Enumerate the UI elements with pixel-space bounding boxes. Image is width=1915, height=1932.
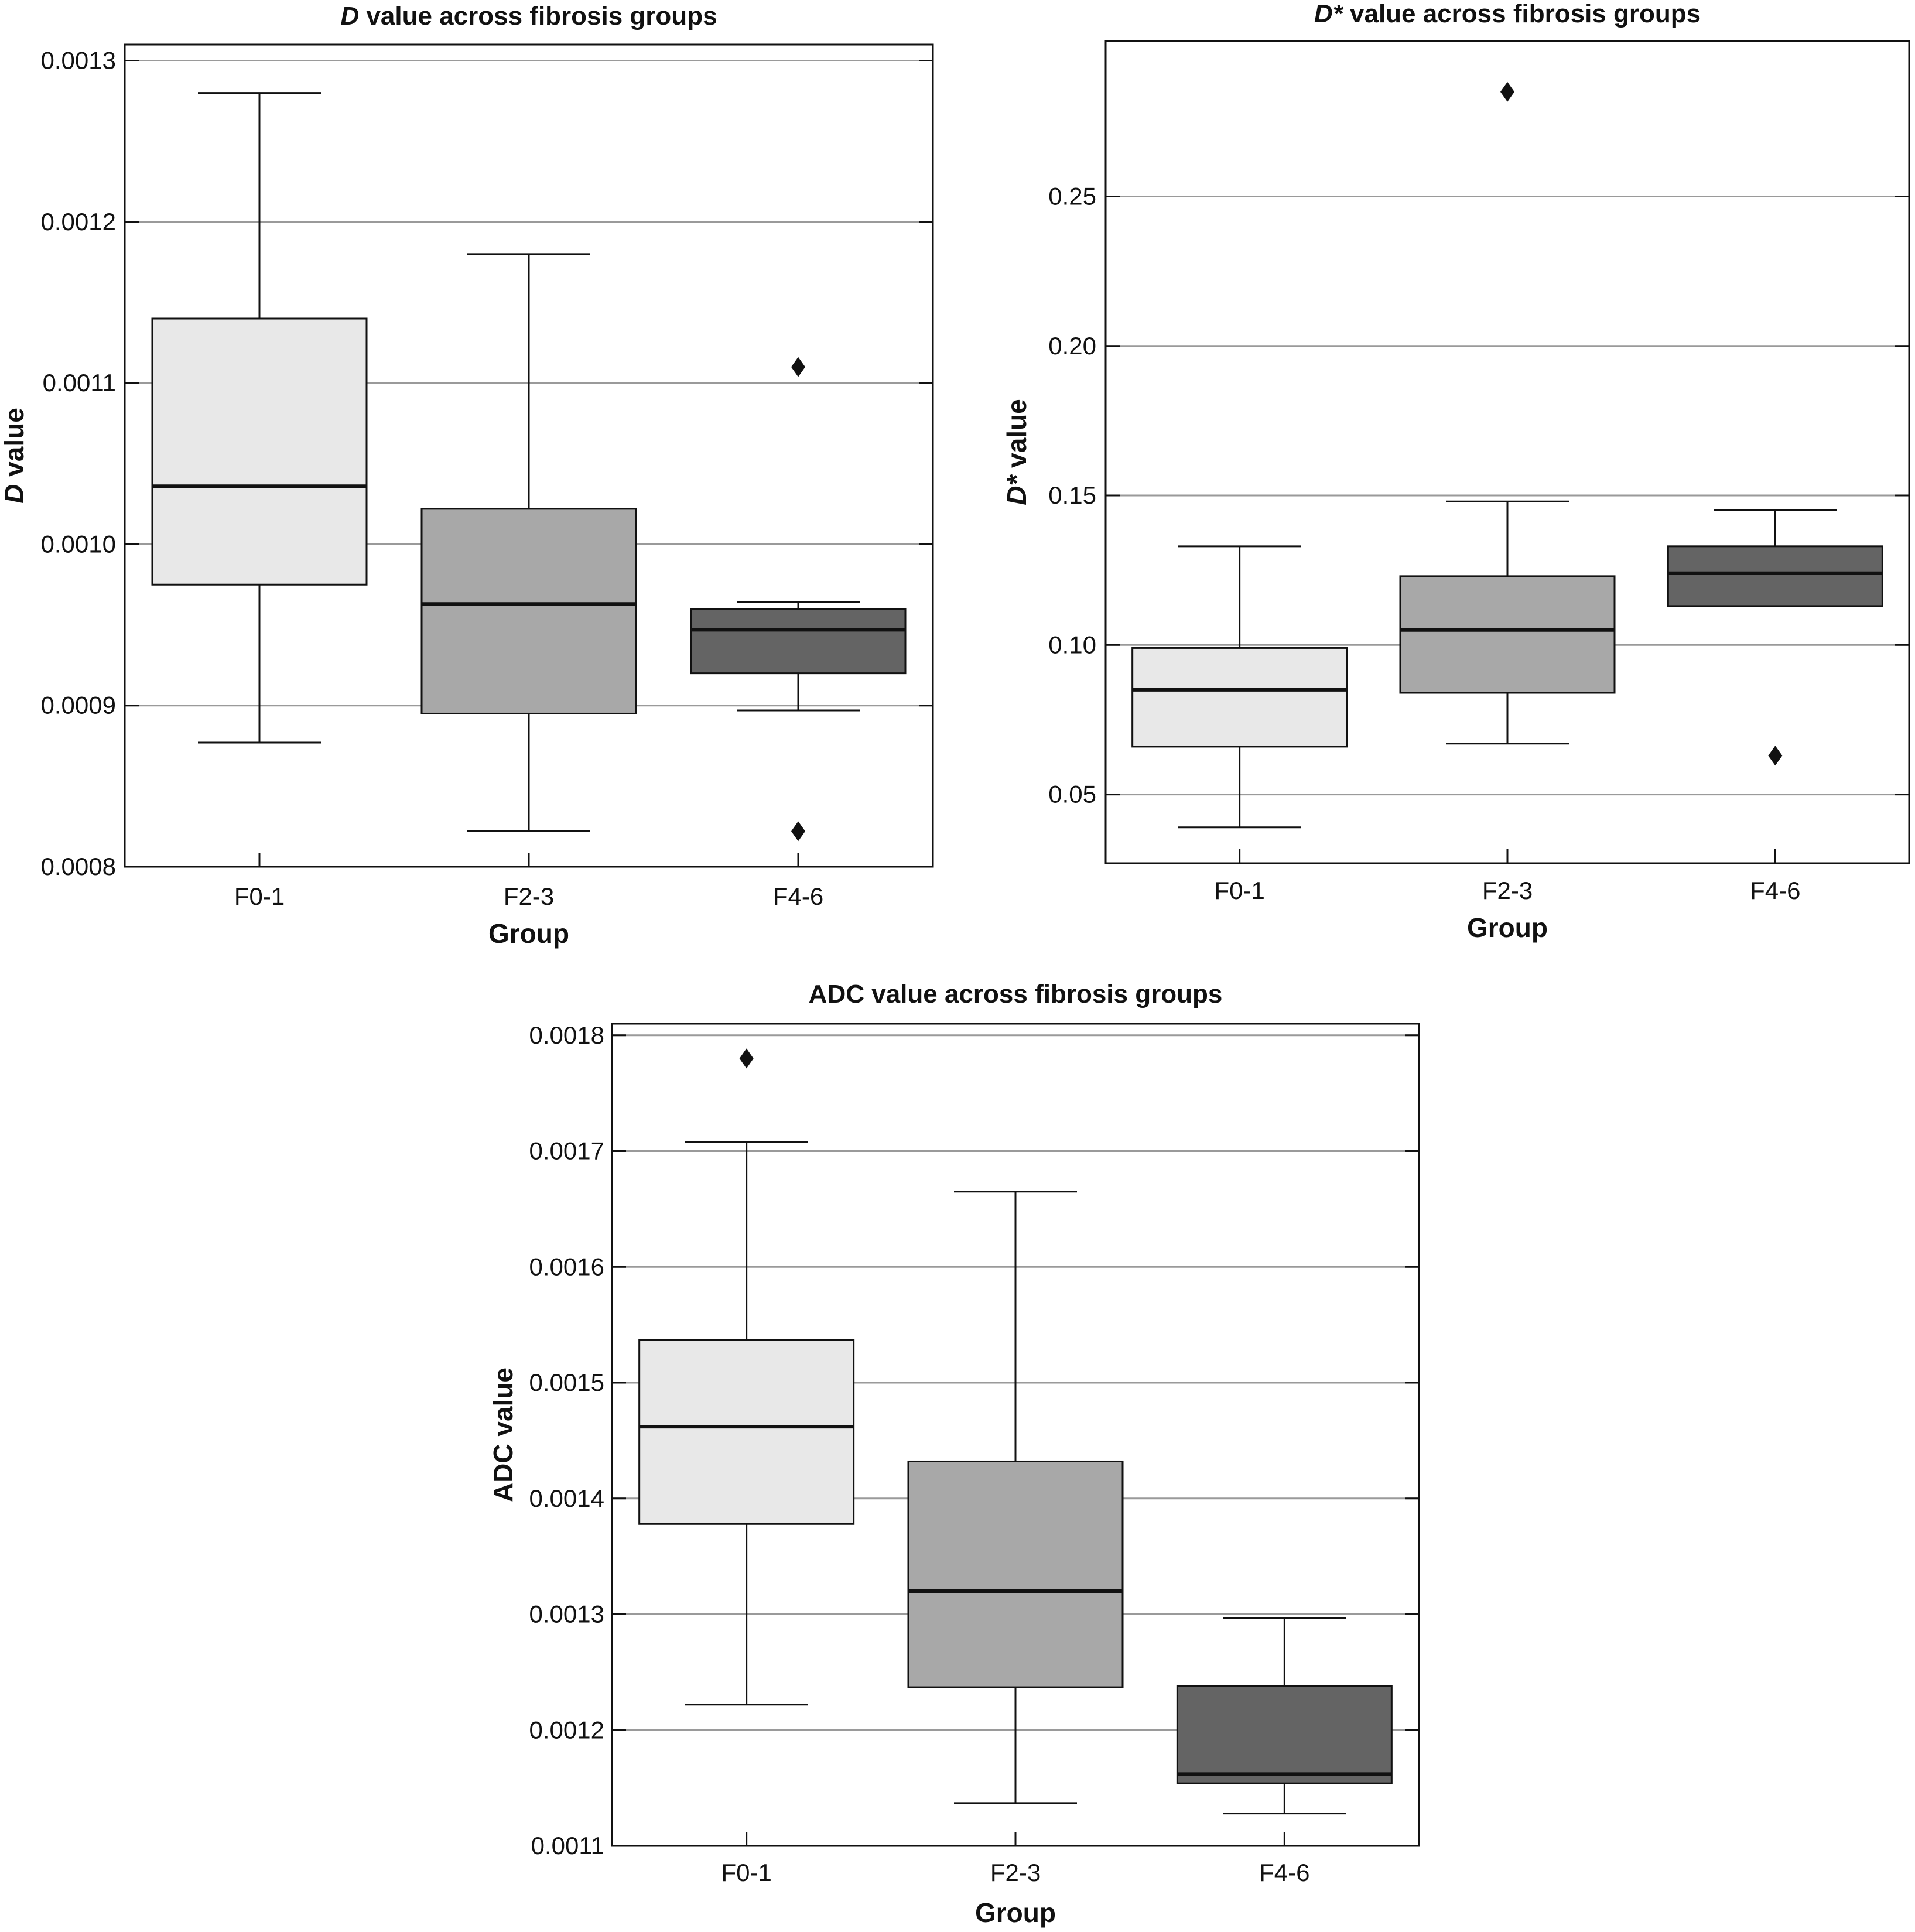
adc-value-chart: 0.0011 0.0012 0.0013 0.0014 0.0015 0.0016 0.00… xyxy=(488,980,1420,1928)
outlier-point xyxy=(1500,81,1514,102)
y-tick-label: 0.0012 xyxy=(41,208,116,235)
box-F4-6 xyxy=(690,357,907,842)
y-tick-label: 0.0017 xyxy=(529,1137,604,1165)
d-value-chart: 0.0008 0.0009 0.0010 0.0011 0.0012 0.0013 F0-1… xyxy=(0,2,934,949)
outlier-point xyxy=(791,821,805,842)
y-tick-label: 0.0018 xyxy=(529,1021,604,1049)
box-F2-3 xyxy=(1399,81,1616,745)
x-tick-label: F2-3 xyxy=(1482,877,1533,904)
y-tick-label: 0.15 xyxy=(1048,481,1096,509)
y-tick-label: 0.25 xyxy=(1048,182,1096,210)
chart-title-symbol: D* xyxy=(1314,0,1344,28)
chart-title: ADC value across fibrosis groups xyxy=(809,980,1223,1008)
outlier-point xyxy=(739,1048,754,1069)
x-tick-label: F4-6 xyxy=(773,883,823,910)
x-tick-label: F4-6 xyxy=(1750,877,1800,904)
iqr-box xyxy=(1399,575,1616,694)
x-axis-label: Group xyxy=(1467,912,1548,943)
chart-title-symbol: D xyxy=(340,2,359,30)
x-axis-label: Group xyxy=(975,1897,1056,1928)
box-F2-3 xyxy=(907,1191,1124,1804)
y-tick-label: 0.0016 xyxy=(529,1253,604,1280)
y-tick-label: 0.05 xyxy=(1048,781,1096,808)
x-tick-label: F2-3 xyxy=(990,1859,1041,1886)
x-tick-label: F2-3 xyxy=(504,883,554,910)
iqr-box xyxy=(1667,545,1883,607)
outlier-point xyxy=(791,357,805,377)
box-F0-1 xyxy=(151,92,368,744)
box-F2-3 xyxy=(420,253,637,832)
dstar-value-chart: 0.05 0.10 0.15 0.20 0.25 F0-1 F2-3 F4-6 D* value… xyxy=(1001,0,1910,943)
y-tick-label: 0.10 xyxy=(1048,631,1096,658)
iqr-box xyxy=(1176,1685,1393,1784)
x-tick-label: F4-6 xyxy=(1259,1859,1309,1886)
iqr-box xyxy=(690,608,907,675)
chart-title-text: value across fibrosis groups xyxy=(1343,0,1701,28)
x-tick-label: F0-1 xyxy=(234,883,285,910)
x-tick-label: F0-1 xyxy=(1214,877,1264,904)
y-tick-label: 0.0012 xyxy=(529,1716,604,1743)
x-axis-label: Group xyxy=(488,918,569,949)
y-axis-label-symbol: D* xyxy=(1001,474,1032,505)
y-tick-label: 0.0013 xyxy=(41,47,116,74)
box-F4-6 xyxy=(1667,509,1883,766)
y-axis-label: ADC value xyxy=(488,1367,518,1502)
chart-title: D value across fibrosis groups xyxy=(340,2,717,30)
box-F4-6 xyxy=(1176,1616,1393,1815)
y-tick-label: 0.0008 xyxy=(41,853,116,880)
y-axis-label-text: value xyxy=(0,408,29,484)
y-tick-label: 0.20 xyxy=(1048,332,1096,360)
iqr-box xyxy=(1131,647,1348,748)
y-tick-label: 0.0015 xyxy=(529,1369,604,1396)
y-axis-label-text: ADC value xyxy=(488,1367,518,1502)
y-axis-label: D value xyxy=(0,408,29,504)
y-tick-label: 0.0011 xyxy=(531,1832,604,1859)
chart-title-text: value across fibrosis groups xyxy=(359,2,717,30)
iqr-box xyxy=(151,317,368,586)
iqr-box xyxy=(907,1460,1124,1688)
iqr-box xyxy=(420,508,637,714)
outlier-point xyxy=(1768,746,1783,766)
y-tick-label: 0.0013 xyxy=(529,1601,604,1628)
chart-title-text: ADC value across fibrosis groups xyxy=(809,980,1223,1008)
x-tick-label: F0-1 xyxy=(721,1859,771,1886)
y-tick-label: 0.0010 xyxy=(41,530,116,558)
y-axis-label-symbol: D xyxy=(0,484,29,504)
y-axis-label-text: value xyxy=(1001,399,1032,475)
y-tick-label: 0.0011 xyxy=(43,369,116,396)
iqr-box xyxy=(638,1339,855,1525)
box-F0-1 xyxy=(638,1048,855,1706)
box-F0-1 xyxy=(1131,545,1348,829)
y-tick-label: 0.0009 xyxy=(41,692,116,719)
chart-title: D* value across fibrosis groups xyxy=(1314,0,1701,28)
y-tick-label: 0.0014 xyxy=(529,1485,604,1512)
y-axis-label: D* value xyxy=(1001,399,1032,505)
